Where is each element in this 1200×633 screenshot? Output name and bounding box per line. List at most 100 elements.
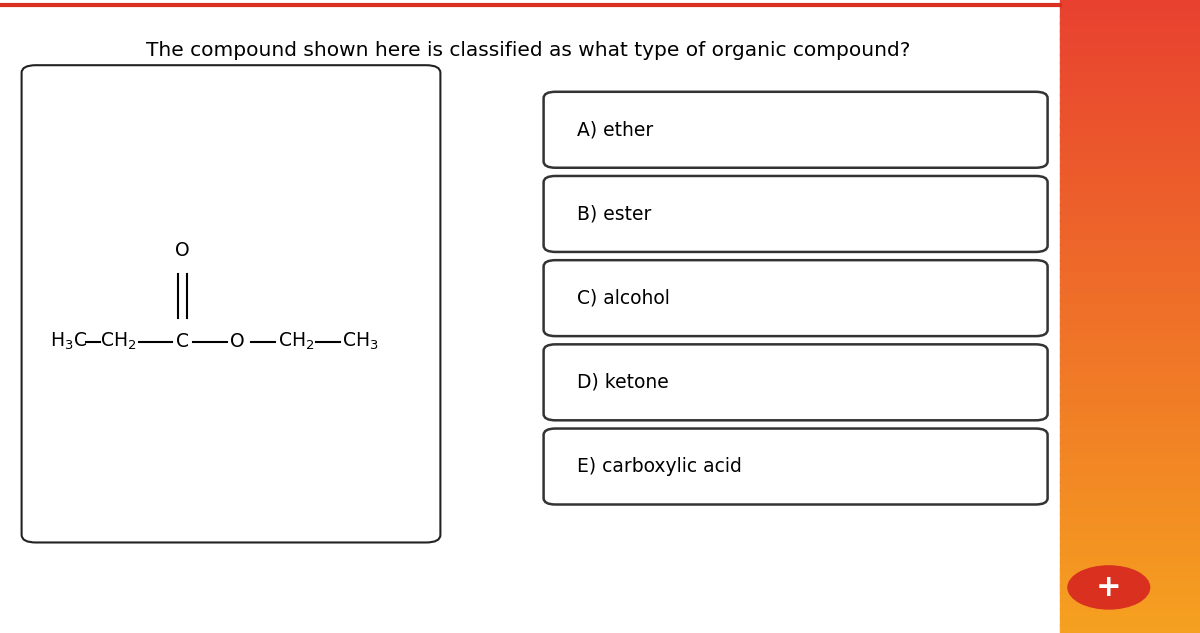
Bar	[1060, 236, 1200, 245]
Text: D) ketone: D) ketone	[577, 373, 668, 392]
Bar	[1060, 54, 1200, 63]
Bar	[1060, 616, 1200, 625]
Text: C: C	[176, 332, 188, 351]
Bar	[1060, 449, 1200, 459]
Bar	[1060, 410, 1200, 419]
Bar	[1060, 39, 1200, 47]
Bar	[1060, 86, 1200, 95]
Bar	[1060, 347, 1200, 356]
Bar	[1060, 498, 1200, 506]
Bar	[1060, 181, 1200, 190]
Bar	[1060, 22, 1200, 32]
Circle shape	[1068, 566, 1150, 609]
Bar	[1060, 189, 1200, 197]
Bar	[1060, 315, 1200, 325]
Bar	[1060, 624, 1200, 633]
Bar	[1060, 608, 1200, 617]
Bar	[1060, 70, 1200, 79]
Bar	[1060, 576, 1200, 586]
Bar	[1060, 134, 1200, 142]
Bar	[1060, 458, 1200, 467]
Bar	[1060, 354, 1200, 364]
Bar	[1060, 30, 1200, 39]
Bar	[1060, 157, 1200, 166]
Bar	[1060, 149, 1200, 158]
Bar	[1060, 110, 1200, 119]
Bar	[1060, 308, 1200, 316]
Bar	[1060, 284, 1200, 292]
Bar	[1060, 379, 1200, 387]
Bar	[1060, 553, 1200, 562]
Bar	[1060, 173, 1200, 182]
Bar	[1060, 584, 1200, 594]
Bar	[1060, 299, 1200, 309]
Bar	[1060, 473, 1200, 482]
Bar	[1060, 213, 1200, 222]
Bar	[1060, 363, 1200, 372]
Bar	[1060, 196, 1200, 206]
Bar	[1060, 513, 1200, 522]
Bar	[1060, 252, 1200, 261]
Bar	[1060, 0, 1200, 8]
Bar	[1060, 434, 1200, 443]
Bar	[1060, 339, 1200, 348]
Bar	[1060, 323, 1200, 332]
Bar	[1060, 544, 1200, 554]
Bar	[1060, 442, 1200, 451]
Bar	[1060, 561, 1200, 570]
Text: H$_3$C: H$_3$C	[50, 331, 88, 353]
Bar	[1060, 46, 1200, 56]
Bar	[1060, 592, 1200, 601]
Bar	[1060, 537, 1200, 546]
Bar	[1060, 331, 1200, 341]
Bar	[1060, 276, 1200, 285]
Text: A) ether: A) ether	[577, 120, 654, 139]
Text: +: +	[1096, 573, 1122, 602]
Bar	[1060, 244, 1200, 253]
Bar	[1060, 529, 1200, 538]
Bar	[1060, 204, 1200, 214]
Bar	[1060, 600, 1200, 609]
Bar	[1060, 568, 1200, 577]
FancyBboxPatch shape	[22, 65, 440, 542]
Bar	[1060, 101, 1200, 111]
FancyBboxPatch shape	[544, 429, 1048, 505]
FancyBboxPatch shape	[544, 176, 1048, 252]
Text: O: O	[230, 332, 245, 351]
Bar	[1060, 94, 1200, 103]
Bar	[1060, 466, 1200, 475]
Bar	[1060, 229, 1200, 237]
Bar	[1060, 418, 1200, 427]
Bar	[1060, 78, 1200, 87]
Bar	[1060, 394, 1200, 404]
Bar	[1060, 125, 1200, 135]
Bar	[1060, 426, 1200, 436]
FancyBboxPatch shape	[544, 344, 1048, 420]
Text: O: O	[175, 241, 190, 260]
Text: CH$_3$: CH$_3$	[342, 331, 379, 353]
Bar	[1060, 370, 1200, 380]
Bar	[1060, 15, 1200, 23]
Text: C) alcohol: C) alcohol	[577, 289, 670, 308]
Bar	[1060, 62, 1200, 71]
Bar	[1060, 481, 1200, 491]
FancyBboxPatch shape	[544, 92, 1048, 168]
Bar	[1060, 505, 1200, 514]
Bar	[1060, 7, 1200, 16]
Text: CH$_2$: CH$_2$	[278, 331, 314, 353]
Text: E) carboxylic acid: E) carboxylic acid	[577, 457, 742, 476]
Bar	[1060, 489, 1200, 499]
Text: B) ester: B) ester	[577, 204, 652, 223]
Bar	[1060, 141, 1200, 151]
Text: The compound shown here is classified as what type of organic compound?: The compound shown here is classified as…	[146, 41, 910, 60]
Bar	[1060, 403, 1200, 411]
Bar	[1060, 268, 1200, 277]
FancyBboxPatch shape	[544, 260, 1048, 336]
Bar	[1060, 260, 1200, 269]
Text: CH$_2$: CH$_2$	[100, 331, 136, 353]
Bar	[1060, 165, 1200, 174]
Bar	[1060, 521, 1200, 530]
Bar	[1060, 220, 1200, 230]
Bar	[1060, 118, 1200, 127]
Bar	[1060, 386, 1200, 396]
